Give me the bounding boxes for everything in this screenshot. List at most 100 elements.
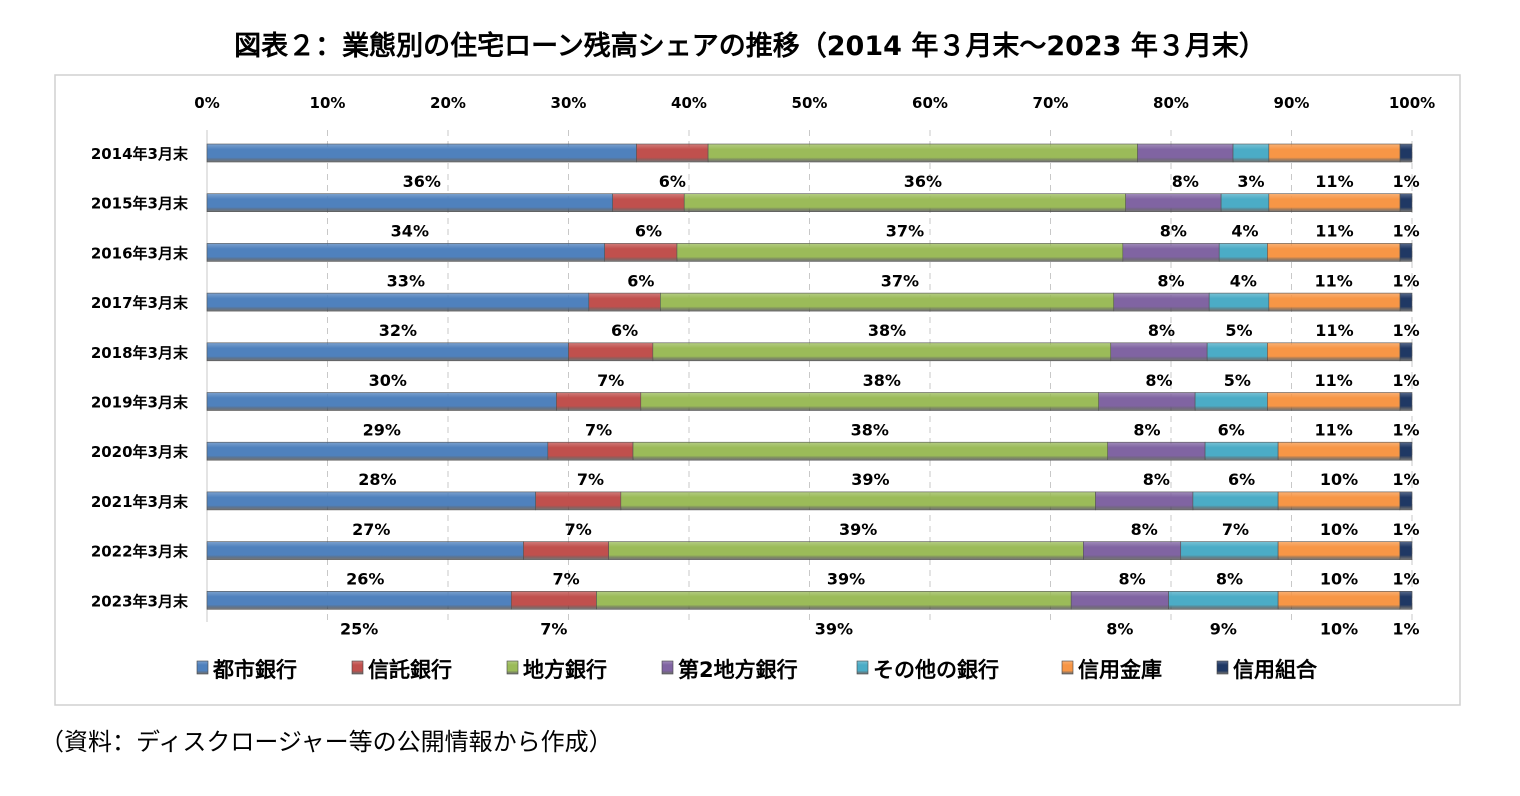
data-label: 8% — [1131, 520, 1158, 539]
bar-segment — [510, 590, 597, 610]
bar-segment — [206, 441, 549, 461]
bar-segment — [1268, 193, 1401, 212]
bar-segment — [620, 491, 1096, 511]
bar-segment — [206, 193, 613, 212]
category-label: 2021年3月末 — [91, 493, 189, 511]
data-label: 39% — [827, 570, 865, 589]
bar-segment — [1192, 491, 1279, 511]
data-label: 10% — [1320, 619, 1358, 638]
data-label: 3% — [1237, 172, 1264, 191]
category-label: 2015年3月末 — [91, 195, 189, 213]
data-label: 1% — [1392, 470, 1419, 489]
bar-segment — [568, 342, 654, 362]
data-label: 39% — [851, 470, 889, 489]
data-label: 6% — [1228, 470, 1255, 489]
data-label: 7% — [577, 470, 604, 489]
data-label: 10% — [1320, 470, 1358, 489]
data-label: 26% — [346, 570, 384, 589]
data-label: 7% — [552, 570, 579, 589]
category-label: 2020年3月末 — [91, 443, 189, 461]
bar-segment — [1113, 292, 1210, 312]
bar-segment — [1110, 342, 1208, 362]
chart-frame — [54, 74, 1461, 706]
bar-segment — [1268, 292, 1401, 312]
bar-segment — [1083, 541, 1182, 560]
data-label: 6% — [659, 172, 686, 191]
data-label: 4% — [1231, 222, 1258, 241]
data-label: 1% — [1392, 222, 1419, 241]
legend-label: 信用金庫 — [1078, 658, 1162, 682]
data-label: 9% — [1210, 619, 1237, 638]
data-label: 27% — [352, 520, 390, 539]
data-label: 37% — [881, 271, 919, 290]
bar-segment — [1180, 541, 1279, 560]
bar-segment — [1098, 392, 1196, 411]
legend-swatch — [856, 660, 869, 675]
bar-segment — [1208, 292, 1270, 312]
bar-segment — [1399, 143, 1413, 163]
bar-segment — [206, 541, 524, 560]
bar-segment — [556, 392, 642, 411]
data-label: 36% — [904, 172, 942, 191]
x-tick-label: 20% — [430, 94, 466, 112]
chart-title: 図表２：業態別の住宅ローン残高シェアの推移（2014 年３月末～2023 年３月… — [234, 31, 1266, 62]
category-label: 2014年3月末 — [91, 145, 189, 163]
data-label: 1% — [1392, 520, 1419, 539]
data-label: 6% — [611, 321, 638, 340]
data-label: 8% — [1160, 222, 1187, 241]
x-tick-label: 100% — [1389, 94, 1435, 112]
legend-label: 第2地方銀行 — [678, 658, 798, 682]
data-label: 39% — [815, 619, 853, 638]
data-label: 6% — [1218, 421, 1245, 440]
data-label: 1% — [1392, 371, 1419, 390]
category-label: 2019年3月末 — [91, 394, 189, 412]
data-label: 1% — [1392, 321, 1419, 340]
data-label: 30% — [369, 371, 407, 390]
bar-segment — [1095, 491, 1194, 511]
bar-segment — [1206, 342, 1268, 362]
bar-segment — [1267, 243, 1401, 262]
data-label: 1% — [1392, 619, 1419, 638]
bar-segment — [1218, 243, 1268, 262]
data-label: 7% — [1222, 520, 1249, 539]
legend-swatch — [661, 660, 674, 675]
data-label: 37% — [886, 222, 924, 241]
data-label: 33% — [387, 271, 425, 290]
data-label: 6% — [627, 271, 654, 290]
bar-segment — [1137, 143, 1234, 163]
data-label: 38% — [863, 371, 901, 390]
source-note: （資料：ディスクロージャー等の公開情報から作成） — [40, 728, 613, 756]
data-label: 11% — [1315, 421, 1353, 440]
legend-label: 地方銀行 — [523, 658, 607, 682]
bar-segment — [640, 392, 1099, 411]
data-label: 10% — [1320, 520, 1358, 539]
data-label: 7% — [565, 520, 592, 539]
bar-segment — [1107, 441, 1206, 461]
bar-segment — [1399, 342, 1413, 362]
bar-segment — [660, 292, 1115, 312]
data-label: 7% — [540, 619, 567, 638]
data-label: 28% — [358, 470, 396, 489]
data-label: 7% — [597, 371, 624, 390]
data-label: 8% — [1133, 421, 1160, 440]
bar-segment — [604, 243, 678, 262]
data-label: 38% — [851, 421, 889, 440]
bar-segment — [1277, 541, 1401, 560]
legend-swatch — [1216, 660, 1229, 675]
data-label: 5% — [1224, 371, 1251, 390]
legend-swatch — [1061, 660, 1074, 675]
bar-segment — [206, 590, 512, 610]
bar-segment — [206, 243, 605, 262]
bar-segment — [1070, 590, 1169, 610]
bar-segment — [1399, 243, 1413, 262]
data-label: 10% — [1320, 570, 1358, 589]
legend-label: 信託銀行 — [368, 658, 452, 682]
bar-segment — [608, 541, 1084, 560]
legend-swatch — [196, 660, 209, 675]
bar-segment — [676, 243, 1124, 262]
x-tick-label: 90% — [1274, 94, 1310, 112]
data-label: 8% — [1216, 570, 1243, 589]
bar-segment — [652, 342, 1112, 362]
x-tick-label: 30% — [551, 94, 587, 112]
